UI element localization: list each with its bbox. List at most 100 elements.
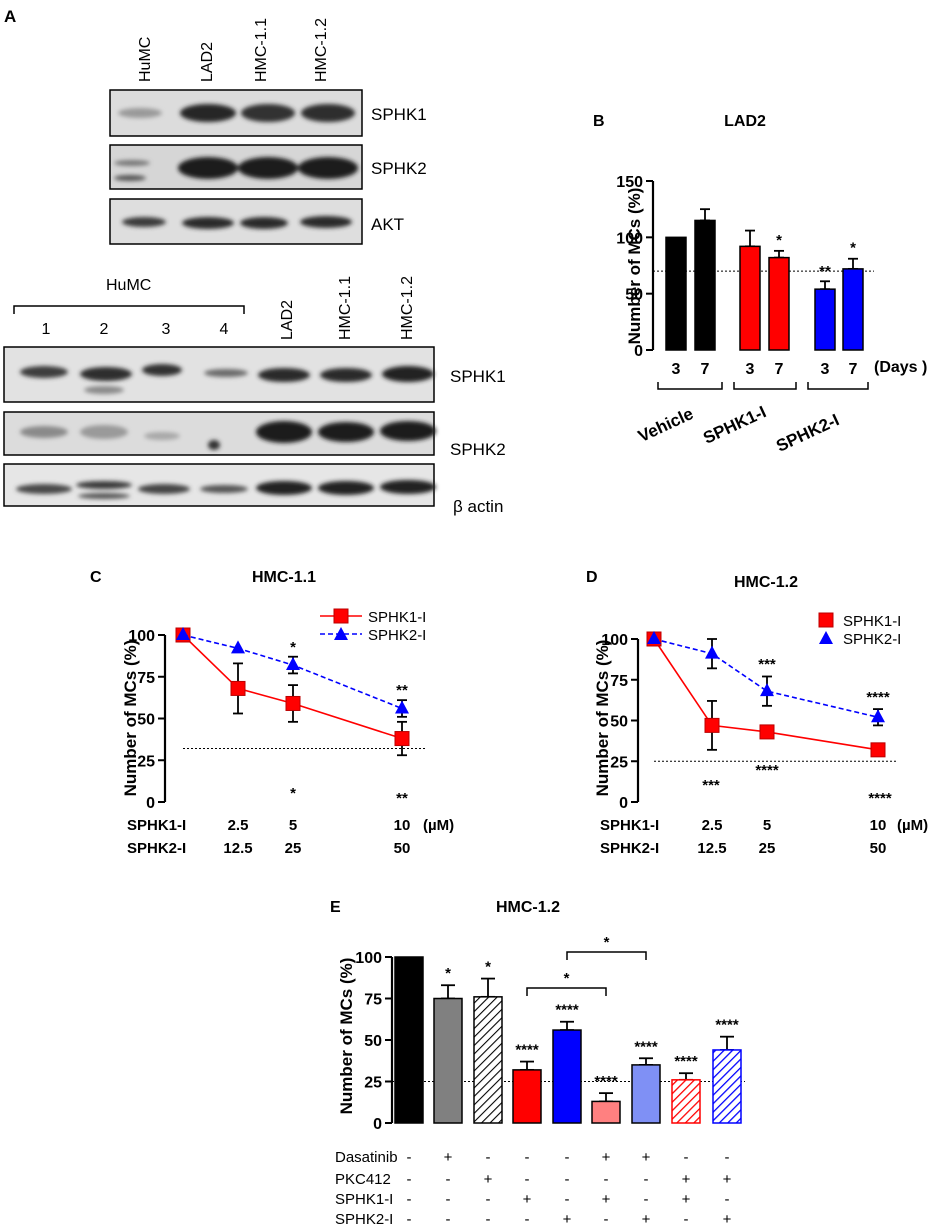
blot-bottom-strip-sphk2 (3, 411, 436, 456)
chart-d-conc: 12.5 (697, 840, 726, 857)
chart-d-point (647, 631, 661, 644)
chart-d-marks: ****************** (646, 631, 892, 807)
chart-d-legend-label: SPHK2-I (843, 631, 901, 648)
chart-c-point (285, 695, 301, 711)
chart-c-conc: 25 (285, 840, 302, 857)
chart-e-treatment-sign: + (444, 1149, 453, 1166)
chart-e-treatment-sign: - (525, 1171, 530, 1188)
chart-b-significance: * (776, 232, 782, 249)
chart-b-x-tick-label: 3 (746, 361, 755, 378)
legend-swatch-sphk1 (333, 608, 349, 624)
blot-top-strip-akt (109, 198, 363, 245)
chart-b-bar (739, 245, 761, 351)
chart-b-x-tick-label: 7 (701, 361, 710, 378)
chart-c-conc: 5 (289, 817, 297, 834)
chart-b-group-label: Vehicle (635, 404, 696, 446)
chart-d-title: HMC-1.2 (734, 574, 798, 591)
chart-c-point (176, 627, 190, 640)
chart-b-bar (694, 219, 716, 351)
chart-d-y-tick-label: 100 (601, 632, 628, 649)
chart-b-y-tick-label: 0 (634, 343, 643, 360)
chart-e-bar (671, 1079, 701, 1124)
chart-b-y-tick-label: 150 (616, 174, 643, 191)
blot-bottom-lane-label: LAD2 (279, 300, 296, 340)
chart-e-treatment-sign: - (446, 1171, 451, 1188)
blot-top-lane-label: HMC-1.1 (253, 18, 270, 82)
chart-e-treatment-sign: + (563, 1211, 572, 1228)
chart-c-axes: 0 25 50 75 100 (128, 628, 425, 812)
chart-d-conc: 10 (870, 817, 887, 834)
chart-e-y-tick-label: 100 (355, 950, 382, 967)
chart-e-treatment-label: PKC412 (335, 1171, 391, 1188)
chart-e-treatment-sign: - (407, 1149, 412, 1166)
chart-c-significance: * (290, 785, 296, 802)
chart-d-y-tick-label: 50 (610, 714, 628, 731)
panel-c-letter: C (90, 569, 102, 586)
chart-e-significance: **** (634, 1038, 658, 1055)
blot-top-row-label: SPHK2 (371, 159, 427, 178)
chart-e-treatment-sign: - (525, 1149, 530, 1166)
chart-d-point (871, 709, 885, 723)
blot-bottom-row-label: β actin (453, 497, 503, 516)
chart-b-group-labels: Vehicle SPHK1-I SPHK2-I (635, 402, 842, 456)
chart-e-treatment-sign: - (407, 1211, 412, 1228)
chart-e-treatment-sign: - (684, 1211, 689, 1228)
chart-b-unit: (Days ) (874, 359, 927, 376)
blot-bottom-group-bracket (13, 305, 245, 314)
chart-c-conc: 2.5 (228, 817, 249, 834)
chart-b-y-tick-label: 50 (625, 287, 643, 304)
chart-e-significance: **** (555, 1002, 579, 1019)
chart-c-conc: 10 (394, 817, 411, 834)
panel-a: A HuMC LAD2 HMC-1.1 HMC-1.2 (3, 7, 506, 516)
legend-swatch-sphk1 (818, 612, 834, 628)
chart-e-treatment-label: SPHK2-I (335, 1211, 393, 1228)
chart-c-conc: 50 (394, 840, 411, 857)
chart-b-bar (814, 288, 836, 351)
chart-e-treatment-label: SPHK1-I (335, 1191, 393, 1208)
chart-e-treatment-sign: - (486, 1211, 491, 1228)
chart-d-legend: SPHK1-I SPHK2-I (818, 612, 901, 648)
chart-e-treatment-sign: - (407, 1191, 412, 1208)
chart-e-y-tick-label: 0 (373, 1116, 382, 1133)
chart-d-legend-label: SPHK1-I (843, 613, 901, 630)
chart-e-comparison-label: * (564, 970, 570, 987)
chart-c-point (231, 640, 245, 654)
blot-top-strip-sphk1 (109, 89, 363, 137)
chart-c-point (230, 680, 246, 696)
blot-bottom-lane-number: 3 (162, 321, 171, 338)
chart-d-y-tick-label: 75 (610, 673, 628, 690)
chart-b-title: LAD2 (724, 113, 766, 130)
blot-top-row-label: SPHK1 (371, 105, 427, 124)
chart-e-bar (473, 996, 503, 1124)
chart-e-treatment-sign: + (723, 1211, 732, 1228)
chart-e-treatment-label: Dasatinib (335, 1149, 398, 1166)
chart-c-series-line (182, 634, 403, 710)
chart-e-bar (591, 1100, 621, 1124)
chart-e-bar (552, 1029, 582, 1124)
chart-e-bar (631, 1064, 661, 1124)
panel-d: D HMC-1.2 Number of MCs (%) 0 25 50 75 100 *… (586, 569, 928, 857)
chart-b-bar (768, 256, 790, 351)
blot-bottom-group-lanes: 1 2 3 4 (42, 321, 229, 338)
blot-bottom-lane-number: 1 (42, 321, 51, 338)
chart-e-treatment-sign: - (644, 1191, 649, 1208)
chart-b-bar (842, 268, 864, 351)
chart-e-treatment-sign: - (604, 1211, 609, 1228)
chart-d-row-label: SPHK1-I (600, 817, 659, 834)
chart-d-conc-table: SPHK1-I SPHK2-I 2.5 5 10 12.5 25 50 (µM) (600, 817, 928, 857)
chart-b-x-tick-label: 7 (775, 361, 784, 378)
blot-top-lane-label: HMC-1.2 (313, 18, 330, 82)
chart-e-treatment-sign: + (484, 1171, 493, 1188)
chart-d-point (704, 717, 720, 733)
chart-e-y-tick-label: 75 (364, 992, 382, 1009)
chart-d-point (870, 742, 886, 758)
chart-c-y-tick-label: 50 (137, 712, 155, 729)
chart-d-ylabel: Number of MCs (%) (593, 640, 612, 797)
chart-e-treatment-sign: + (602, 1149, 611, 1166)
blot-top-row-label: AKT (371, 215, 404, 234)
chart-e-y-tick-label: 25 (364, 1075, 382, 1092)
chart-b-group-label: SPHK1-I (700, 402, 769, 448)
chart-e-treatment-sign: - (446, 1191, 451, 1208)
chart-e-comparison-label: * (604, 934, 610, 951)
chart-e-bar (512, 1069, 542, 1124)
